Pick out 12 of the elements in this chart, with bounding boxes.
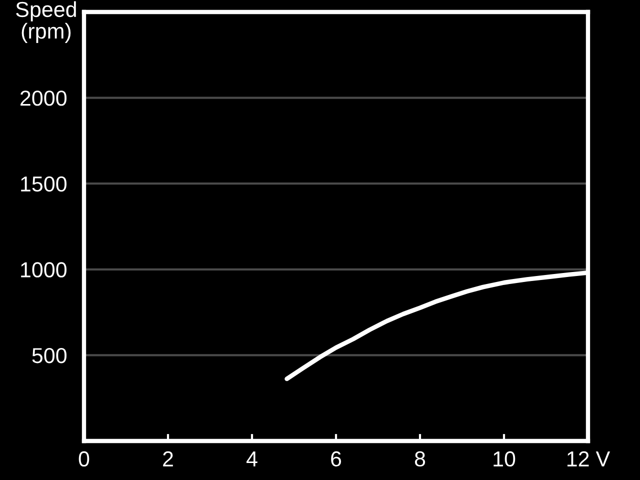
x-tick-label: 6 xyxy=(331,451,342,467)
x-tick-label: 0 xyxy=(78,451,90,467)
x-tick-label: 8 xyxy=(414,451,426,467)
x-tick-label: 2 xyxy=(163,451,173,466)
x-tick-label: 12 V xyxy=(568,451,610,466)
x-tick-label: 4 xyxy=(246,452,258,466)
y-tick-label: 1000 xyxy=(21,262,66,278)
y-tick-label: 1500 xyxy=(21,176,66,192)
y-tick-label: 500 xyxy=(32,348,66,364)
y-tick-label: 2000 xyxy=(20,90,66,106)
y-axis-title: Speed (rpm) xyxy=(16,1,76,43)
x-tick-label: 10 xyxy=(494,451,516,467)
